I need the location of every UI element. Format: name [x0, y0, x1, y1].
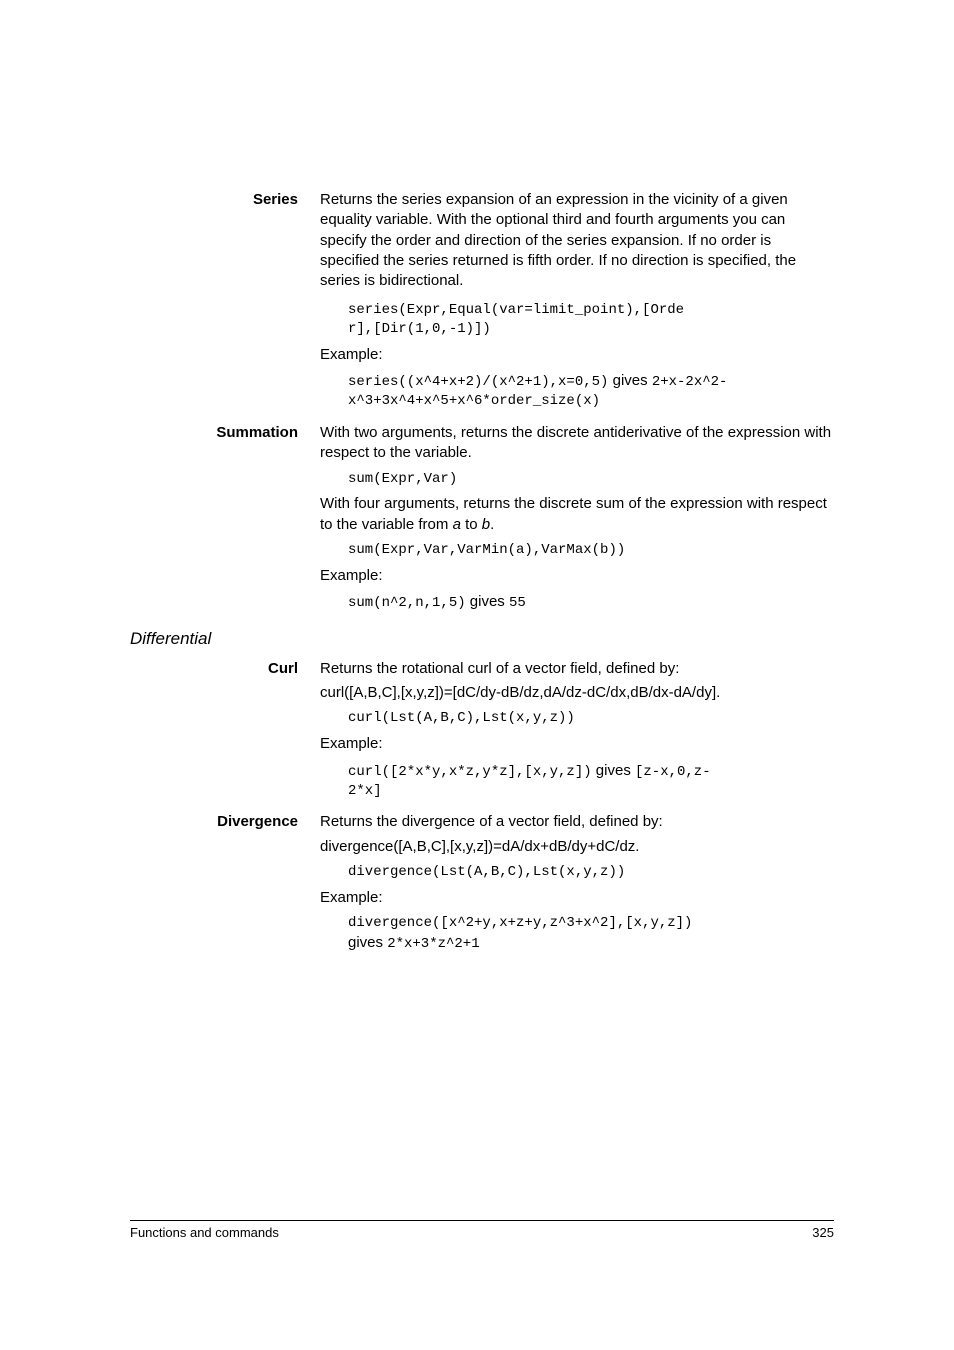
divergence-ex-l1: divergence([x^2+y,x+z+y,z^3+x^2],[x,y,z]… [348, 915, 692, 931]
label-col: Summation [130, 423, 320, 443]
divergence-desc2: divergence([A,B,C],[x,y,z])=dA/dx+dB/dy+… [320, 837, 834, 857]
summation-desc1: With two arguments, returns the discrete… [320, 423, 834, 464]
curl-ex-mid: gives [592, 762, 635, 779]
summation-ex-b: 55 [509, 595, 526, 611]
label-col: Differential [130, 629, 211, 649]
content-col: With two arguments, returns the discrete… [320, 423, 834, 619]
summation-ex-a: sum(n^2,n,1,5) [348, 595, 466, 611]
summation-syntax2: sum(Expr,Var,VarMin(a),VarMax(b)) [348, 541, 834, 560]
series-ex-l1b: 2+x-2x^2- [652, 374, 728, 390]
series-example-label: Example: [320, 345, 834, 365]
series-ex-mid: gives [608, 372, 651, 389]
content-col: Returns the series expansion of an expre… [320, 190, 834, 417]
section-differential: Differential [130, 629, 834, 649]
series-example: series((x^4+x+2)/(x^2+1),x=0,5) gives 2+… [348, 371, 834, 411]
footer-right: 325 [812, 1225, 834, 1240]
content-col: Returns the rotational curl of a vector … [320, 659, 834, 806]
series-ex-l2: x^3+3x^4+x^5+x^6*order_size(x) [348, 393, 600, 409]
curl-ex-a: curl([2*x*y,x*z,y*z],[x,y,z]) [348, 764, 592, 780]
label-col: Curl [130, 659, 320, 679]
curl-example: curl([2*x*y,x*z,y*z],[x,y,z]) gives [z-x… [348, 761, 834, 801]
summation-ex-mid: gives [466, 593, 509, 610]
divergence-ex-l2: 2*x+3*z^2+1 [387, 936, 479, 952]
divergence-desc1: Returns the divergence of a vector field… [320, 812, 834, 832]
series-syntax-l2: r],[Dir(1,0,-1)]) [348, 321, 491, 337]
divergence-label: Divergence [217, 813, 298, 830]
entry-summation: Summation With two arguments, returns th… [130, 423, 834, 619]
series-syntax: series(Expr,Equal(var=limit_point),[Orde… [348, 301, 834, 339]
curl-syntax: curl(Lst(A,B,C),Lst(x,y,z)) [348, 709, 834, 728]
series-desc: Returns the series expansion of an expre… [320, 190, 834, 291]
curl-ex-l2: 2*x] [348, 783, 382, 799]
curl-ex-b: [z-x,0,z- [635, 764, 711, 780]
curl-desc2: curl([A,B,C],[x,y,z])=[dC/dy-dB/dz,dA/dz… [320, 683, 834, 703]
summation-desc2: With four arguments, returns the discret… [320, 494, 834, 535]
page-footer: Functions and commands 325 [130, 1220, 834, 1240]
curl-desc1: Returns the rotational curl of a vector … [320, 659, 834, 679]
label-col: Series [130, 190, 320, 210]
entry-curl: Curl Returns the rotational curl of a ve… [130, 659, 834, 806]
divergence-syntax: divergence(Lst(A,B,C),Lst(x,y,z)) [348, 863, 834, 882]
summation-syntax1: sum(Expr,Var) [348, 470, 834, 489]
series-label: Series [253, 191, 298, 208]
divergence-example-label: Example: [320, 888, 834, 908]
entry-series: Series Returns the series expansion of a… [130, 190, 834, 417]
series-ex-l1a: series((x^4+x+2)/(x^2+1),x=0,5) [348, 374, 608, 390]
curl-label: Curl [268, 660, 298, 677]
divergence-example: divergence([x^2+y,x+z+y,z^3+x^2],[x,y,z]… [348, 914, 834, 954]
differential-label: Differential [130, 629, 211, 648]
series-syntax-l1: series(Expr,Equal(var=limit_point),[Orde [348, 302, 684, 318]
label-col: Divergence [130, 812, 320, 832]
divergence-ex-l2-mid: gives [348, 934, 387, 951]
summation-label: Summation [216, 424, 298, 441]
footer-left: Functions and commands [130, 1225, 279, 1240]
entry-divergence: Divergence Returns the divergence of a v… [130, 812, 834, 959]
summation-example: sum(n^2,n,1,5) gives 55 [348, 592, 834, 613]
curl-example-label: Example: [320, 734, 834, 754]
summation-example-label: Example: [320, 566, 834, 586]
content-col: Returns the divergence of a vector field… [320, 812, 834, 959]
